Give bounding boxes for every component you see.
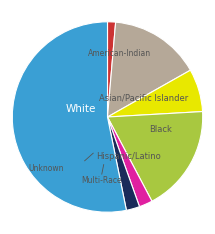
Wedge shape: [108, 117, 152, 207]
Text: Asian/Pacific Islander: Asian/Pacific Islander: [99, 93, 188, 102]
Text: White: White: [66, 104, 96, 114]
Wedge shape: [108, 70, 203, 117]
Text: American-Indian: American-Indian: [88, 49, 151, 58]
Wedge shape: [12, 22, 126, 212]
Wedge shape: [108, 112, 203, 201]
Text: Black: Black: [149, 125, 172, 134]
Text: Hispanic/Latino: Hispanic/Latino: [96, 153, 161, 161]
Text: Unknown: Unknown: [28, 164, 64, 173]
Wedge shape: [108, 22, 190, 117]
Wedge shape: [108, 22, 116, 117]
Wedge shape: [108, 117, 140, 210]
Text: Multi-Race: Multi-Race: [81, 176, 122, 185]
